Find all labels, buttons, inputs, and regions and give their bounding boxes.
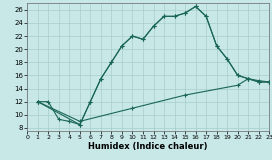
X-axis label: Humidex (Indice chaleur): Humidex (Indice chaleur) bbox=[88, 142, 208, 151]
